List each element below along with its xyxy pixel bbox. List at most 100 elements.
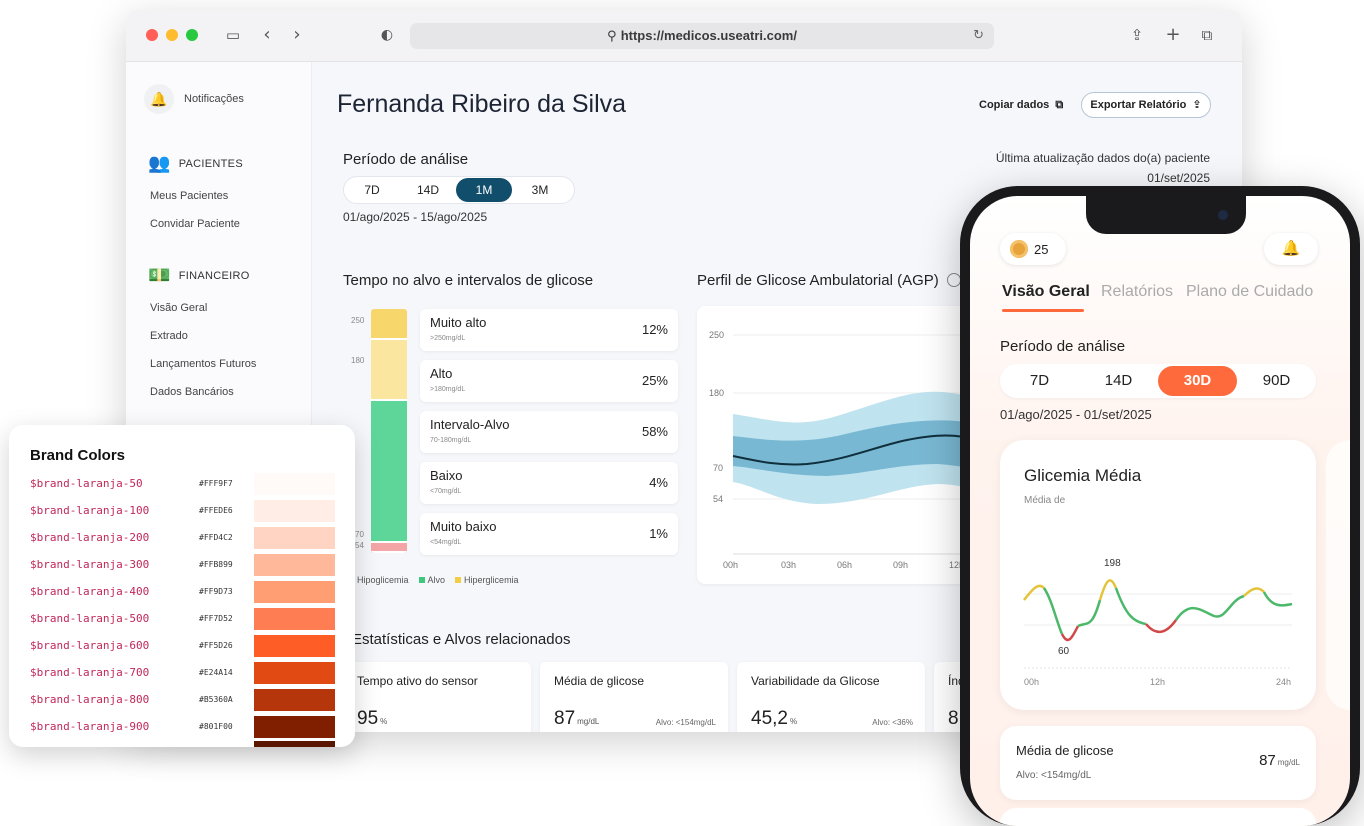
glicemia-x-tick: 24h bbox=[1276, 677, 1292, 687]
brand-color-row: $brand-laranja-100 #FFEDE6 bbox=[9, 498, 355, 525]
period-label: Período de análise bbox=[343, 151, 469, 168]
color-swatch bbox=[254, 473, 335, 495]
tir-range-card: Baixo <70mg/dL 4% bbox=[420, 462, 678, 504]
sidebar-item-convidar-paciente[interactable]: Convidar Paciente bbox=[150, 218, 240, 230]
color-hex: #FF9D73 bbox=[199, 587, 233, 596]
search-icon: ⚲ bbox=[607, 29, 621, 44]
sidebar-item-lancamentos-futuros[interactable]: Lançamentos Futuros bbox=[150, 358, 257, 370]
close-window-button[interactable] bbox=[146, 29, 158, 41]
privacy-shield-icon[interactable]: ◐ bbox=[380, 27, 394, 43]
tir-range-threshold: 70-180mg/dL bbox=[430, 437, 472, 444]
tir-range-threshold: <54mg/dL bbox=[430, 539, 462, 546]
color-variable: $brand-laranja-900 bbox=[30, 720, 150, 733]
tir-range-percent: 58% bbox=[641, 424, 668, 439]
agp-title: Perfil de Glicose Ambulatorial (AGP) bbox=[697, 272, 961, 289]
brand-colors-title: Brand Colors bbox=[30, 447, 126, 464]
stat-unit: % bbox=[380, 717, 388, 726]
agp-chart: 250 180 70 54 00h 03h 06h 09h 12h bbox=[697, 306, 1007, 584]
period-option-1m[interactable]: 1M bbox=[456, 178, 512, 202]
stat-card[interactable]: Variabilidade da Glicose 45,2% Alvo: <36% bbox=[737, 662, 925, 732]
stat-number: 45,2 bbox=[751, 708, 788, 729]
back-icon[interactable]: ‹ bbox=[263, 24, 271, 45]
stat-value: 95% bbox=[357, 708, 387, 730]
copy-data-button[interactable]: Copiar dados ⧉ bbox=[979, 98, 1063, 112]
glicemia-low-segment bbox=[1145, 619, 1178, 633]
color-hex: #E24A14 bbox=[199, 668, 233, 677]
color-hex: #FF5D26 bbox=[199, 641, 233, 650]
tab-visao-geral[interactable]: Visão Geral bbox=[1002, 283, 1090, 300]
color-swatch bbox=[254, 716, 335, 738]
stat-number: 95 bbox=[357, 708, 379, 729]
period-option-7d[interactable]: 7D bbox=[364, 183, 380, 197]
glicemia-chart bbox=[1023, 579, 1293, 669]
tir-stacked-bar bbox=[371, 309, 407, 553]
brand-color-row: $brand-laranja-800 #B5360A bbox=[9, 687, 355, 714]
color-variable: $brand-laranja-800 bbox=[30, 693, 150, 706]
stat-label: Tempo ativo do sensor bbox=[357, 674, 478, 688]
stat-target: Alvo: <36% bbox=[872, 718, 913, 727]
share-icon[interactable]: ⇪ bbox=[1130, 26, 1144, 44]
info-icon[interactable] bbox=[946, 273, 961, 287]
sidebar-item-meus-pacientes[interactable]: Meus Pacientes bbox=[150, 190, 229, 202]
color-hex: #FFB899 bbox=[199, 560, 233, 569]
minimize-window-button[interactable] bbox=[166, 29, 178, 41]
brand-color-row: $brand-laranja-50 #FFF9F7 bbox=[9, 471, 355, 498]
coins-badge[interactable]: 25 bbox=[1000, 233, 1066, 265]
period-selector: 7D 14D 1M 3M bbox=[343, 176, 575, 204]
stat-label: Variabilidade da Glicose bbox=[751, 674, 880, 688]
upload-icon: ⇪ bbox=[1192, 98, 1202, 111]
new-tab-icon[interactable]: + bbox=[1165, 24, 1181, 45]
tab-relatorios[interactable]: Relatórios bbox=[1101, 283, 1174, 300]
color-swatch bbox=[254, 635, 335, 657]
tir-bar-segment bbox=[371, 309, 407, 339]
glicemia-min-label: 60 bbox=[1058, 646, 1070, 657]
active-tab-indicator bbox=[1002, 309, 1084, 312]
brand-color-row: $brand-laranja-200 #FFD4C2 bbox=[9, 525, 355, 552]
tir-range-percent: 1% bbox=[649, 526, 668, 541]
reload-icon[interactable]: ↻ bbox=[973, 28, 984, 43]
phone-period-option-14d[interactable]: 14D bbox=[1104, 372, 1133, 389]
maximize-window-button[interactable] bbox=[186, 29, 198, 41]
export-report-button[interactable]: Exportar Relatório ⇪ bbox=[1081, 92, 1211, 118]
address-bar[interactable]: ⚲ https://medicos.useatri.com/ ↻ bbox=[410, 23, 994, 49]
stat-card[interactable]: Tempo ativo do sensor 95% bbox=[343, 662, 531, 732]
glicemia-max-label: 198 bbox=[1104, 558, 1121, 569]
glicemia-high-segment bbox=[1023, 584, 1045, 601]
coin-icon bbox=[1010, 240, 1028, 258]
color-variable: $brand-laranja-100 bbox=[30, 504, 150, 517]
media-glicose-target: Alvo: <154mg/dL bbox=[1016, 770, 1092, 781]
media-glicose-card[interactable]: Média de glicose Alvo: <154mg/dL 87 mg/dL bbox=[1000, 726, 1316, 800]
stat-card[interactable]: Média de glicose 87 mg/dL Alvo: <154mg/dL bbox=[540, 662, 728, 732]
patients-icon: 👥 bbox=[148, 153, 171, 173]
sidebar-item-visao-geral[interactable]: Visão Geral bbox=[150, 302, 208, 314]
phone-period-option-30d[interactable]: 30D bbox=[1158, 366, 1237, 396]
period-option-3m[interactable]: 3M bbox=[531, 183, 549, 197]
legend-label: Hipoglicemia bbox=[357, 575, 409, 585]
forward-icon[interactable]: › bbox=[293, 24, 301, 45]
glicemia-high-segment bbox=[1098, 579, 1118, 601]
notification-bell-button[interactable]: 🔔 bbox=[1264, 233, 1318, 265]
last-update-date: 01/set/2025 bbox=[1147, 171, 1210, 185]
glicemia-x-tick: 12h bbox=[1150, 677, 1166, 687]
sidebar-toggle-icon[interactable]: ▭ bbox=[225, 26, 241, 44]
page-title: Fernanda Ribeiro da Silva bbox=[337, 90, 627, 118]
color-swatch bbox=[254, 500, 335, 522]
color-variable: $brand-laranja-700 bbox=[30, 666, 150, 679]
color-variable: $brand-laranja-200 bbox=[30, 531, 150, 544]
phone-period-option-90d[interactable]: 90D bbox=[1262, 372, 1291, 389]
stat-value: 8, bbox=[948, 708, 966, 730]
media-glicose-label: Média de glicose bbox=[1016, 743, 1114, 758]
color-variable: $brand-laranja-400 bbox=[30, 585, 150, 598]
stat-number: 87 bbox=[554, 708, 576, 729]
tab-plano-de-cuidado[interactable]: Plano de Cuidado bbox=[1186, 283, 1314, 300]
notifications-label: Notificações bbox=[184, 93, 244, 105]
sidebar-notifications[interactable]: 🔔 Notificações bbox=[144, 84, 244, 114]
glicemia-media-card[interactable]: Glicemia Média Média de 198 60 00h 12h bbox=[1000, 440, 1316, 710]
period-option-14d[interactable]: 14D bbox=[416, 183, 439, 197]
sidebar-item-dados-bancarios[interactable]: Dados Bancários bbox=[150, 386, 234, 398]
sidebar-item-extrado[interactable]: Extrado bbox=[150, 330, 188, 342]
url-text: https://medicos.useatri.com/ bbox=[620, 28, 797, 43]
glicemia-low-segment bbox=[1060, 625, 1080, 642]
phone-period-option-7d[interactable]: 7D bbox=[1029, 372, 1050, 389]
tabs-overview-icon[interactable]: ⧉ bbox=[1201, 26, 1213, 44]
